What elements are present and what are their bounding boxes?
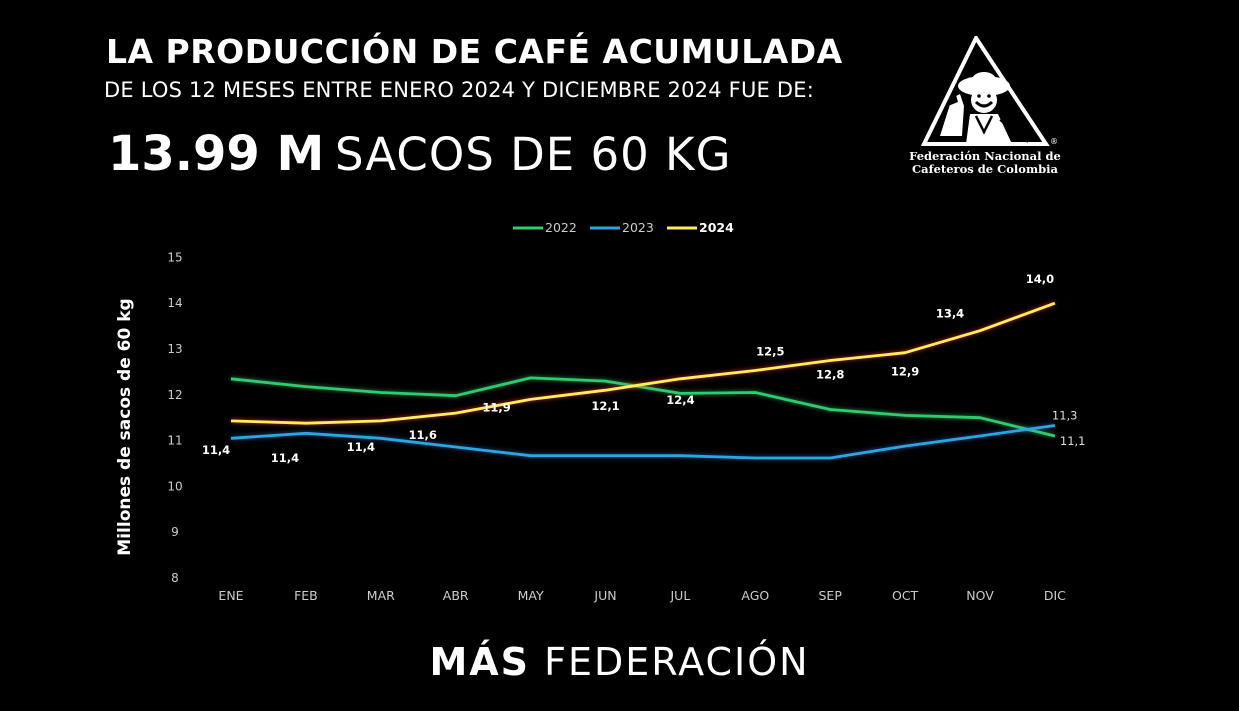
data-labels: 11,4 11,4 11,4 11,6 11,9 12,1 12,4 12,5 12,8 12,9… [202,272,1086,465]
y-tick-label: 13 [167,342,182,356]
x-tick-label: JUN [593,588,616,603]
x-tick-label: DIC [1044,588,1066,603]
legend-label-2024: 2024 [699,220,734,235]
data-label-2023: 11,3 [1052,408,1078,422]
y-tick-label: 11 [167,434,182,448]
y-tick-label: 12 [167,388,182,402]
data-label-2024: 11,6 [409,428,437,442]
data-label-2024: 11,4 [271,451,299,465]
x-tick-label: FEB [294,588,318,603]
data-label-2024: 12,1 [591,399,619,413]
data-label-2024: 12,5 [756,345,784,359]
logo-text-line1: Federación Nacional de [909,149,1061,163]
chart-legend: 2022 2023 2024 [513,220,734,235]
data-label-2024: 11,4 [347,440,375,454]
y-axis-label: Millones de sacos de 60 kg [115,298,135,555]
x-tick-label: SEP [819,588,843,603]
series-line-2023 [230,424,1056,460]
legend-label-2022: 2022 [545,220,577,235]
data-label-2024: 11,4 [202,443,230,457]
logo-text-line2: Cafeteros de Colombia [912,162,1058,176]
x-tick-label: MAR [367,588,395,603]
data-label-2024: 12,4 [666,393,694,407]
data-label-2024: 13,4 [936,307,964,321]
data-label-2024: 11,9 [482,400,510,414]
x-tick-label: OCT [892,588,919,603]
x-tick-label: ABR [443,588,469,603]
y-axis: 8 9 10 11 12 13 14 15 [167,250,182,585]
data-label-2024: 12,9 [891,365,919,379]
series-line-2024 [230,301,1056,425]
page-title: LA PRODUCCIÓN DE CAFÉ ACUMULADA [106,32,843,71]
data-label-2024: 12,8 [816,367,844,381]
legend-label-2023: 2023 [622,220,654,235]
data-label-2024: 14,0 [1026,272,1054,286]
series-line-2022 [230,376,1056,438]
fnc-logo: ® Federación Nacional de Cafeteros de Co… [900,33,1070,178]
coffee-grower-logo-icon: ® [920,33,1058,146]
x-tick-label: MAY [518,588,544,603]
footer-light: FEDERACIÓN [544,640,810,684]
footer-bold: MÁS [429,640,531,684]
y-tick-label: 10 [167,479,182,493]
x-tick-label: NOV [966,588,994,603]
y-tick-label: 14 [167,296,182,310]
x-axis: ENE FEB MAR ABR MAY JUN JUL AGO SEP OCT NOV DIC [218,588,1066,603]
svg-text:®: ® [1050,137,1058,146]
y-tick-label: 15 [167,250,182,264]
y-tick-label: 8 [171,571,179,585]
x-tick-label: AGO [741,588,769,603]
series-lines [230,301,1056,460]
data-label-2022: 11,1 [1060,434,1086,448]
production-unit: SACOS DE 60 KG [335,128,732,181]
x-tick-label: JUL [669,588,690,603]
production-value: 13.99 M [108,126,325,182]
x-tick-label: ENE [218,588,243,603]
footer-brand: MÁS FEDERACIÓN [0,640,1239,684]
y-tick-label: 9 [171,525,179,539]
page-subtitle: DE LOS 12 MESES ENTRE ENERO 2024 Y DICIE… [104,78,814,102]
